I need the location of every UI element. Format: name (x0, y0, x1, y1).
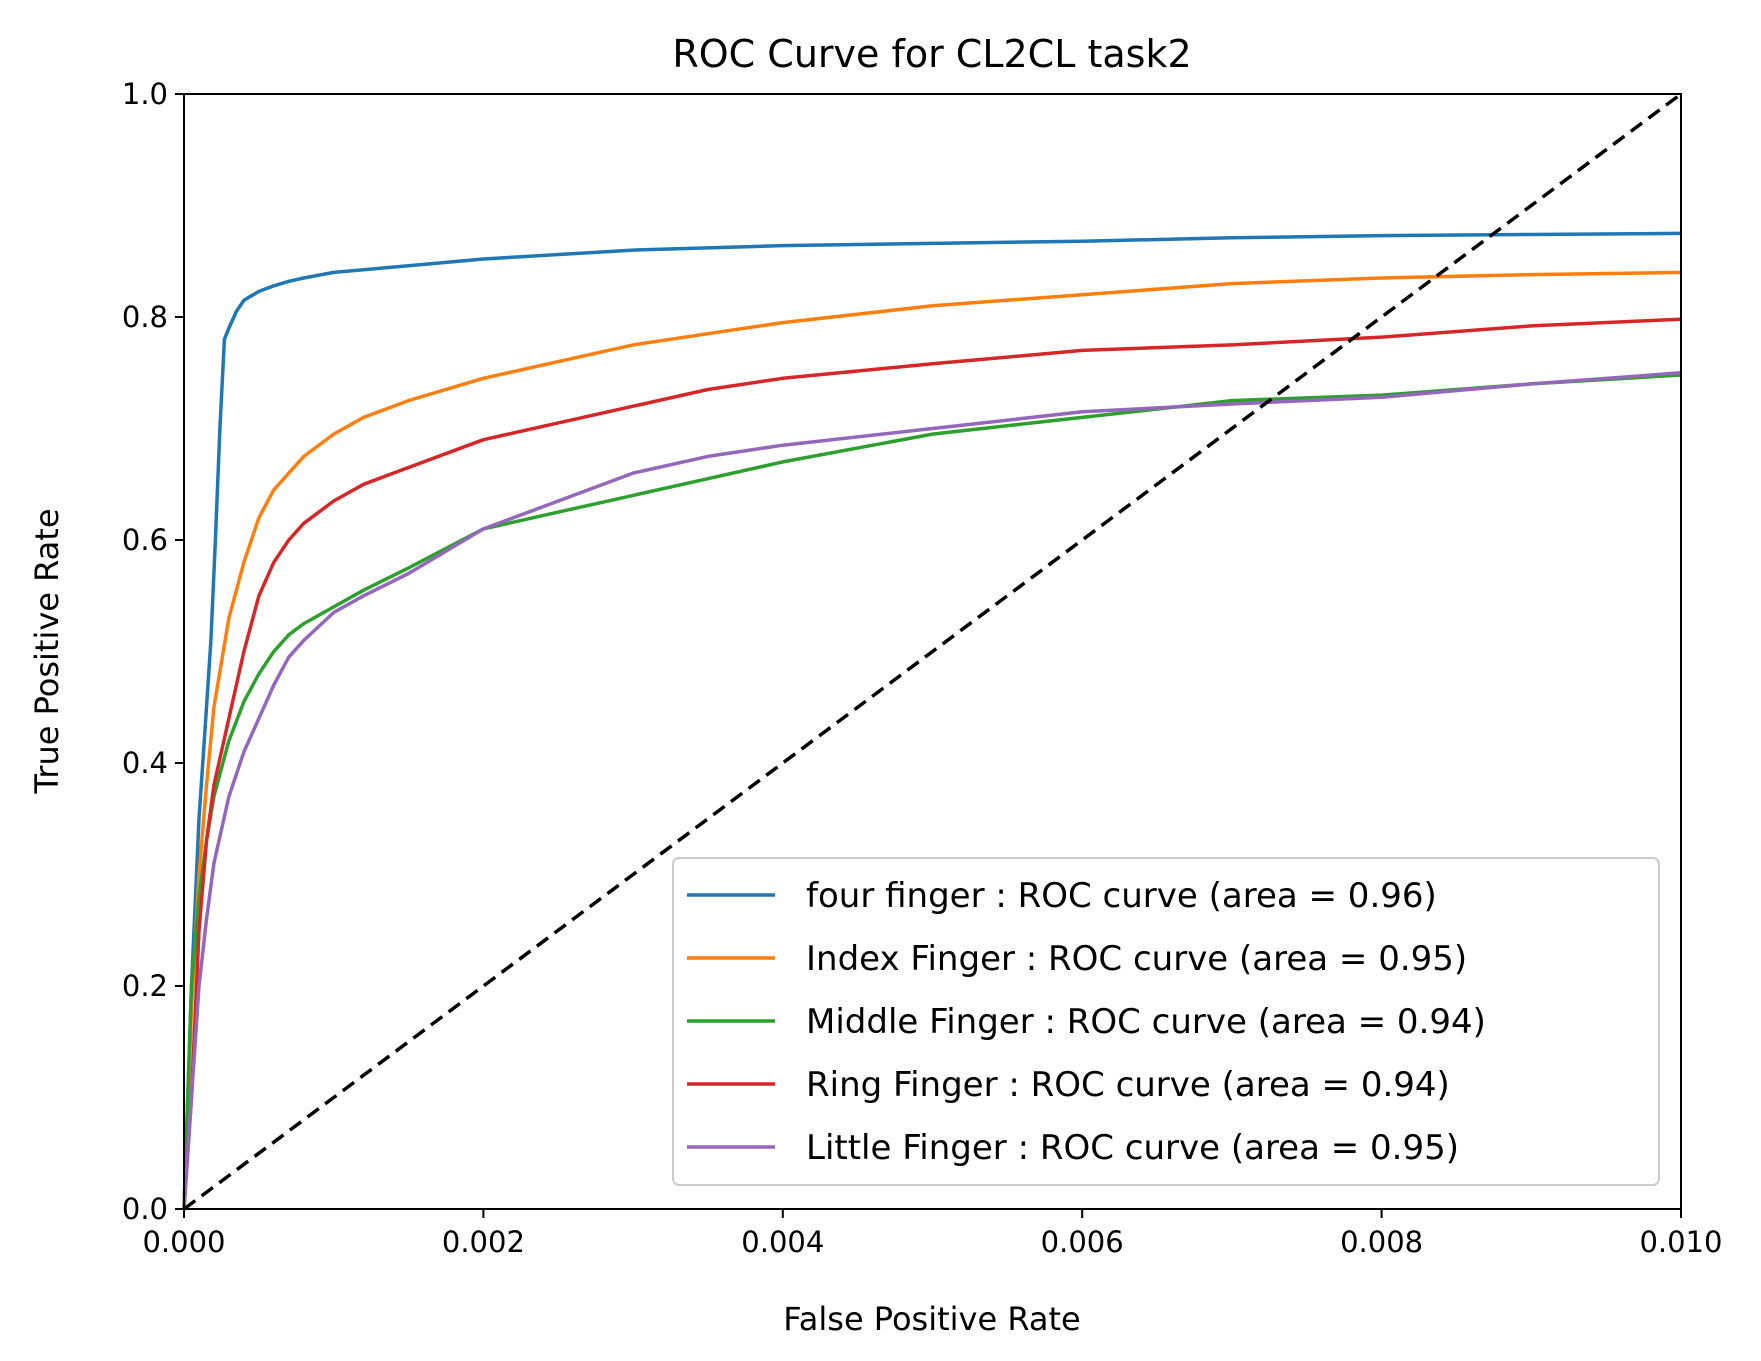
legend-label: four finger : ROC curve (area = 0.96) (806, 876, 1437, 916)
legend-label: Ring Finger : ROC curve (area = 0.94) (806, 1065, 1450, 1105)
x-axis-label: False Positive Rate (783, 1300, 1080, 1338)
legend-label: Index Finger : ROC curve (area = 0.95) (806, 939, 1467, 979)
y-axis-ticks: 0.0 0.2 0.4 0.6 0.8 1.0 (122, 77, 184, 1226)
y-tick-label: 0.6 (122, 523, 168, 557)
x-axis-ticks: 0.000 0.002 0.004 0.006 0.008 0.010 (142, 1209, 1723, 1259)
legend-items: four finger : ROC curve (area = 0.96) Ind… (687, 876, 1486, 1168)
y-tick-label: 0.8 (122, 300, 168, 334)
roc-curve-2 (182, 270, 1682, 1210)
y-tick-label: 0.2 (122, 969, 168, 1003)
x-tick-label: 0.002 (442, 1225, 525, 1259)
roc-curve-5 (182, 371, 1682, 1210)
legend-box (672, 857, 1660, 1186)
plot-frame (183, 93, 1682, 1210)
roc-curve-4 (182, 317, 1682, 1210)
y-tick-label: 0.0 (122, 1192, 168, 1226)
y-tick-label: 0.4 (122, 746, 168, 780)
y-axis-label: True Positive Rate (28, 508, 66, 794)
chart-title: ROC Curve for CL2CL task2 (672, 32, 1191, 76)
roc-curve-1 (182, 231, 1682, 1210)
reference-diagonal-line (182, 92, 1683, 1211)
x-tick-label: 0.004 (741, 1225, 824, 1259)
legend: four finger : ROC curve (area = 0.96) Ind… (672, 857, 1660, 1186)
x-tick-label: 0.000 (142, 1225, 225, 1259)
y-tick-label: 1.0 (122, 77, 168, 111)
legend-label: Middle Finger : ROC curve (area = 0.94) (806, 1002, 1486, 1042)
legend-label: Little Finger : ROC curve (area = 0.95) (806, 1128, 1459, 1168)
x-tick-label: 0.010 (1639, 1225, 1722, 1259)
x-tick-label: 0.008 (1340, 1225, 1423, 1259)
roc-curves (182, 92, 1683, 1211)
x-tick-label: 0.006 (1041, 1225, 1124, 1259)
